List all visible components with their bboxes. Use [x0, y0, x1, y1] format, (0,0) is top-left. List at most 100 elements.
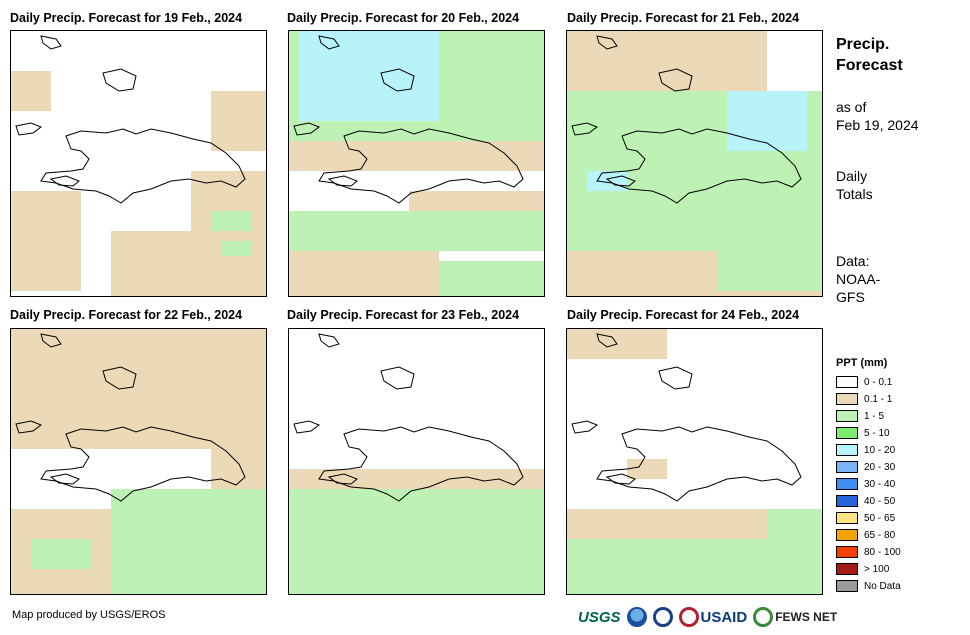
side-title: Precip. Forecast	[836, 34, 903, 76]
precip-area-moderate	[439, 261, 544, 296]
precip-area-light	[111, 231, 266, 296]
legend-swatch	[836, 427, 858, 439]
as-of-line1: as of	[836, 99, 867, 115]
coastline	[40, 35, 62, 50]
map-panel-2	[288, 30, 545, 297]
precip-area-moderate	[221, 241, 251, 256]
precip-area-moderate	[211, 211, 251, 231]
usaid-seal-icon	[678, 607, 699, 627]
coastline	[293, 420, 321, 434]
precip-area-moderate	[567, 539, 822, 594]
legend-item: 1 - 5	[836, 408, 884, 424]
side-title-line1: Precip.	[836, 36, 890, 53]
legend-label: 5 - 10	[864, 427, 890, 439]
data-source: Data: NOAA- GFS	[836, 252, 880, 306]
legend-item: 50 - 65	[836, 510, 895, 526]
map-svg-4	[11, 329, 266, 594]
legend-label: No Data	[864, 580, 901, 592]
data-line1: Data:	[836, 253, 870, 269]
legend-title: PPT (mm)	[836, 357, 888, 369]
daily-totals: Daily Totals	[836, 167, 873, 203]
map-svg-6	[567, 329, 822, 594]
precip-area-moderate	[767, 509, 822, 539]
legend-item: 65 - 80	[836, 527, 895, 543]
precip-area-heavy	[727, 91, 807, 151]
fews-globe-icon	[753, 607, 774, 627]
coastline	[605, 175, 636, 187]
legend-item: 0.1 - 1	[836, 391, 892, 407]
legend-swatch	[836, 529, 858, 541]
usaid-logo: USAID	[678, 607, 748, 627]
precip-area-moderate	[31, 539, 91, 569]
legend-swatch	[836, 461, 858, 473]
precip-area-light	[11, 71, 51, 111]
coastline	[102, 366, 137, 390]
coastline	[658, 366, 693, 390]
legend-swatch	[836, 580, 858, 592]
legend-swatch	[836, 376, 858, 388]
legend-item: 5 - 10	[836, 425, 890, 441]
legend-swatch	[836, 393, 858, 405]
logo-bar: USGS USAID FEWS NET	[578, 604, 837, 630]
coastline	[327, 175, 358, 187]
legend-label: 50 - 65	[864, 512, 896, 524]
legend-swatch	[836, 546, 858, 558]
coastline	[605, 473, 636, 485]
coastline	[380, 366, 415, 390]
map-svg-5	[289, 333, 544, 594]
doi-logo-icon	[652, 607, 673, 627]
precip-area-light	[11, 191, 81, 291]
coastline	[571, 420, 599, 434]
legend-label: > 100	[864, 563, 890, 575]
data-line3: GFS	[836, 289, 865, 305]
coastline	[40, 426, 246, 502]
precip-area-light	[211, 91, 266, 151]
legend-item: 0 - 0.1	[836, 374, 892, 390]
as-of-line2: Feb 19, 2024	[836, 117, 919, 133]
fews-logo-text: FEWS NET	[775, 610, 838, 624]
legend-swatch	[836, 410, 858, 422]
legend-label: 0.1 - 1	[864, 393, 893, 405]
legend-swatch	[836, 444, 858, 456]
map-panel-4	[10, 328, 267, 595]
panel-title-4: Daily Precip. Forecast for 22 Feb., 2024	[10, 308, 243, 322]
legend-label: 10 - 20	[864, 444, 896, 456]
coastline	[15, 122, 43, 136]
coastline	[658, 68, 693, 92]
map-panel-6	[566, 328, 823, 595]
legend-item: No Data	[836, 578, 901, 594]
legend-item: 20 - 30	[836, 459, 895, 475]
usgs-logo: USGS	[578, 609, 621, 626]
coastline	[40, 128, 246, 204]
legend-item: 10 - 20	[836, 442, 895, 458]
map-credit: Map produced by USGS/EROS	[12, 609, 166, 621]
coastline	[596, 426, 802, 502]
legend-label: 80 - 100	[864, 546, 901, 558]
panel-title-5: Daily Precip. Forecast for 23 Feb., 2024	[287, 308, 520, 322]
legend-label: 1 - 5	[864, 410, 885, 422]
usaid-logo-text: USAID	[700, 608, 748, 626]
legend-label: 65 - 80	[864, 529, 896, 541]
legend-item: 80 - 100	[836, 544, 901, 560]
precip-area-heavy	[299, 31, 439, 121]
precip-area-light	[627, 459, 667, 479]
map-svg-1	[11, 35, 266, 296]
fews-logo: FEWS NET	[753, 607, 837, 627]
map-panel-5	[288, 328, 545, 595]
legend-label: 40 - 50	[864, 495, 896, 507]
coastline	[596, 333, 618, 348]
precip-area-moderate	[289, 489, 544, 594]
map-svg-3	[567, 31, 822, 296]
legend-item: > 100	[836, 561, 889, 577]
coastline	[15, 420, 43, 434]
legend-label: 0 - 0.1	[864, 376, 893, 388]
totals-line2: Totals	[836, 186, 873, 202]
coastline	[380, 68, 415, 92]
coastline	[318, 35, 340, 50]
panel-title-6: Daily Precip. Forecast for 24 Feb., 2024	[567, 308, 800, 322]
coastline	[49, 175, 80, 187]
precip-area-light	[11, 329, 266, 449]
as-of-date: as of Feb 19, 2024	[836, 98, 919, 134]
legend-swatch	[836, 512, 858, 524]
precip-area-moderate	[289, 211, 544, 251]
